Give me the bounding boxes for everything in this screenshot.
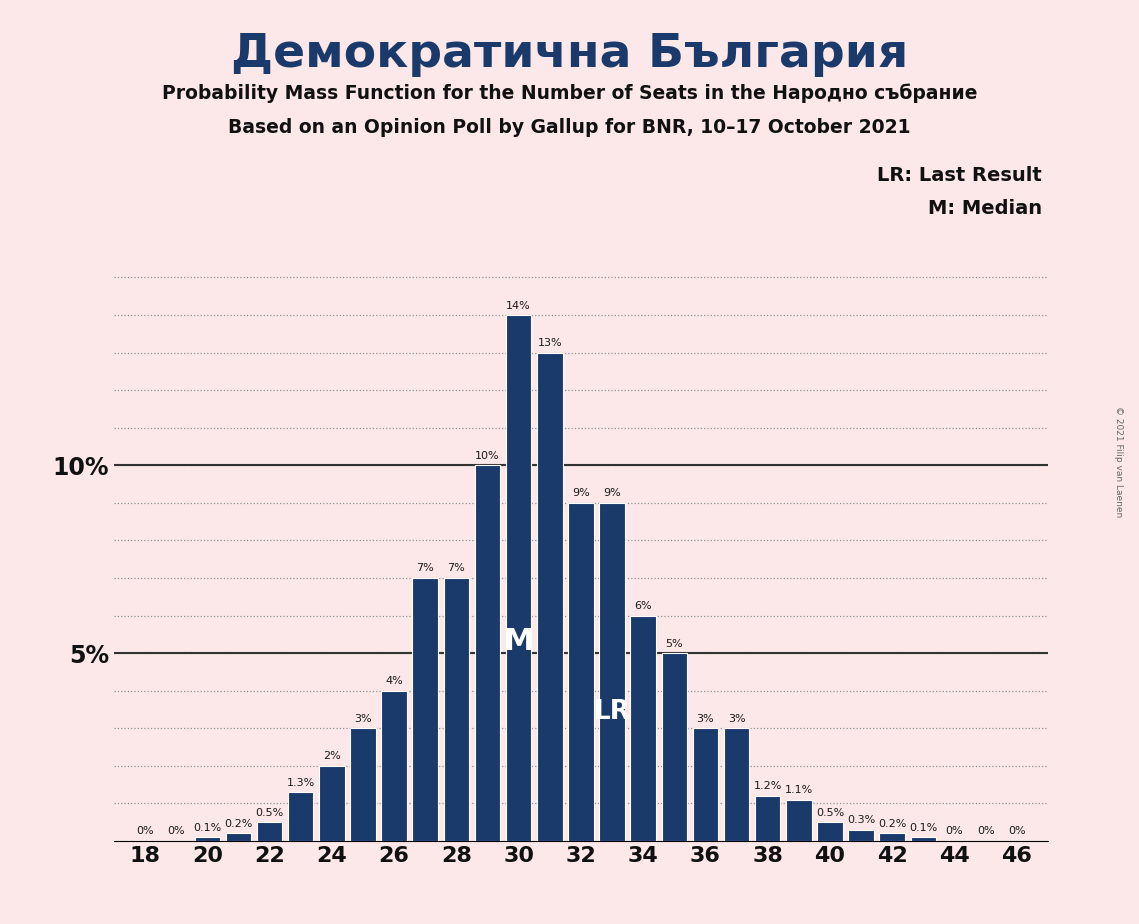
Bar <box>693 728 719 841</box>
Text: 0.5%: 0.5% <box>816 808 844 818</box>
Text: 0%: 0% <box>137 826 154 836</box>
Text: 0.2%: 0.2% <box>224 819 253 829</box>
Text: 0.3%: 0.3% <box>847 815 875 825</box>
Bar <box>536 353 563 841</box>
Bar <box>630 615 656 841</box>
Bar <box>879 833 906 841</box>
Bar <box>723 728 749 841</box>
Bar <box>568 503 593 841</box>
Text: 1.3%: 1.3% <box>287 777 314 787</box>
Text: 7%: 7% <box>417 564 434 574</box>
Bar <box>599 503 625 841</box>
Text: M: M <box>503 626 534 655</box>
Bar <box>910 837 936 841</box>
Text: 1.2%: 1.2% <box>754 782 781 791</box>
Text: 0.2%: 0.2% <box>878 819 907 829</box>
Text: 5%: 5% <box>665 638 683 649</box>
Text: 13%: 13% <box>538 338 562 348</box>
Text: Based on an Opinion Poll by Gallup for BNR, 10–17 October 2021: Based on an Opinion Poll by Gallup for B… <box>228 118 911 138</box>
Text: 3%: 3% <box>728 713 745 723</box>
Text: 6%: 6% <box>634 601 652 611</box>
Bar <box>319 766 345 841</box>
Bar <box>786 799 812 841</box>
Text: 1.1%: 1.1% <box>785 785 813 795</box>
Text: 0%: 0% <box>945 826 964 836</box>
Bar <box>288 792 313 841</box>
Text: 10%: 10% <box>475 451 500 461</box>
Text: 0.1%: 0.1% <box>194 822 221 833</box>
Bar <box>662 653 687 841</box>
Bar <box>755 796 780 841</box>
Bar <box>849 830 874 841</box>
Text: 2%: 2% <box>323 751 341 761</box>
Text: 9%: 9% <box>604 488 621 498</box>
Text: 3%: 3% <box>697 713 714 723</box>
Bar <box>382 690 407 841</box>
Bar <box>475 466 500 841</box>
Text: 9%: 9% <box>572 488 590 498</box>
Text: LR: Last Result: LR: Last Result <box>877 166 1042 186</box>
Bar <box>506 315 532 841</box>
Bar <box>817 822 843 841</box>
Text: 0%: 0% <box>1008 826 1025 836</box>
Text: 0.1%: 0.1% <box>909 822 937 833</box>
Bar <box>443 578 469 841</box>
Bar <box>226 833 252 841</box>
Text: 7%: 7% <box>448 564 465 574</box>
Text: 14%: 14% <box>506 300 531 310</box>
Text: 3%: 3% <box>354 713 371 723</box>
Text: LR: LR <box>593 699 631 725</box>
Text: © 2021 Filip van Laenen: © 2021 Filip van Laenen <box>1114 407 1123 517</box>
Bar <box>350 728 376 841</box>
Bar <box>256 822 282 841</box>
Bar <box>195 837 220 841</box>
Text: 4%: 4% <box>385 676 403 687</box>
Text: Probability Mass Function for the Number of Seats in the Народно събрание: Probability Mass Function for the Number… <box>162 83 977 103</box>
Text: Демократична България: Демократична България <box>231 32 908 78</box>
Text: M: Median: M: Median <box>928 199 1042 218</box>
Text: 0%: 0% <box>977 826 994 836</box>
Bar <box>412 578 439 841</box>
Text: 0%: 0% <box>167 826 185 836</box>
Text: 0.5%: 0.5% <box>255 808 284 818</box>
